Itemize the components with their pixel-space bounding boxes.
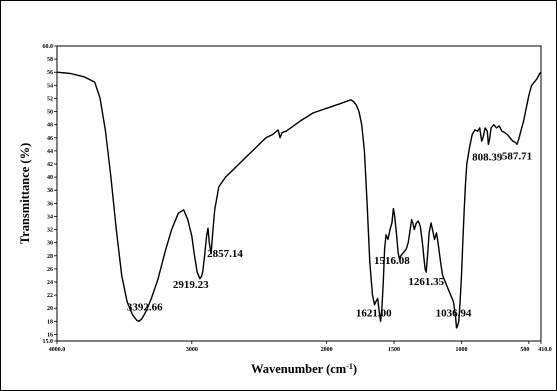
- y-tick-label: 48: [47, 123, 53, 129]
- x-tick-label: 2000: [321, 347, 333, 353]
- y-tick-label: 30: [47, 241, 53, 247]
- x-axis-title: Wavenumber (cm-1): [251, 362, 357, 377]
- y-tick-label: 58: [47, 57, 53, 63]
- peak-annotations: 3392.66 2919.23 2857.14 1621.00 1516.08 1261.…: [127, 150, 532, 319]
- y-tick-label: 18: [47, 319, 53, 325]
- x-tick-label: 4000.0: [49, 347, 66, 353]
- x-axis-ticks: 4000.0 3000 2000 1500 1000 500 410.0: [49, 341, 552, 353]
- y-tick-label: 24: [47, 280, 53, 286]
- peak-label: 3392.66: [127, 301, 163, 313]
- y-tick-label: 46: [47, 136, 53, 142]
- y-tick-label: 22: [47, 293, 53, 299]
- peak-label: 1516.08: [374, 255, 410, 267]
- y-tick-label: 15.0: [43, 339, 54, 345]
- peak-label: 1261.35: [408, 276, 444, 288]
- y-axis-ticks: 15.016 18 20 22 24 26 28 30 32 34 36 38 40 42 44 46 48 50…: [43, 44, 57, 345]
- x-tick-label: 500: [520, 347, 529, 353]
- y-tick-label: 36: [47, 201, 53, 207]
- y-tick-label: 34: [47, 214, 53, 220]
- y-tick-label: 42: [47, 162, 53, 168]
- y-tick-label: 44: [47, 149, 53, 155]
- peak-label: 1621.00: [356, 307, 392, 319]
- y-tick-label: 20: [47, 306, 53, 312]
- y-tick-label: 28: [47, 254, 53, 260]
- y-tick-label: 52: [47, 96, 53, 102]
- y-axis-title: Transmittance (%): [18, 143, 32, 244]
- x-tick-label: 410.0: [538, 347, 552, 353]
- y-tick-label: 16: [47, 332, 53, 338]
- y-tick-label: 54: [47, 83, 53, 89]
- peak-label: 808.39: [472, 151, 503, 163]
- y-tick-label: 60.0: [43, 44, 54, 50]
- y-tick-label: 50: [47, 110, 53, 116]
- y-tick-label: 56: [47, 70, 53, 76]
- peak-label: 2919.23: [173, 279, 209, 291]
- plot-border: [56, 45, 542, 342]
- spectrum-line: [56, 71, 542, 329]
- x-tick-label: 3000: [186, 347, 198, 353]
- x-tick-label: 1500: [388, 347, 400, 353]
- x-axis-title-text: Wavenumber (cm: [251, 362, 347, 376]
- x-axis-title-superscript: -1: [346, 362, 353, 371]
- plot-area: [56, 45, 542, 342]
- peak-label: 2857.14: [207, 248, 243, 260]
- x-tick-label: 1000: [455, 347, 467, 353]
- y-tick-label: 40: [47, 175, 53, 181]
- y-tick-label: 38: [47, 188, 53, 194]
- y-tick-label: 32: [47, 228, 53, 234]
- peak-label: 1036.94: [436, 308, 472, 320]
- peak-label: 587.71: [502, 150, 532, 162]
- x-axis-title-close: ): [353, 362, 357, 376]
- y-tick-label: 26: [47, 267, 53, 273]
- spectrum-series: [56, 71, 542, 329]
